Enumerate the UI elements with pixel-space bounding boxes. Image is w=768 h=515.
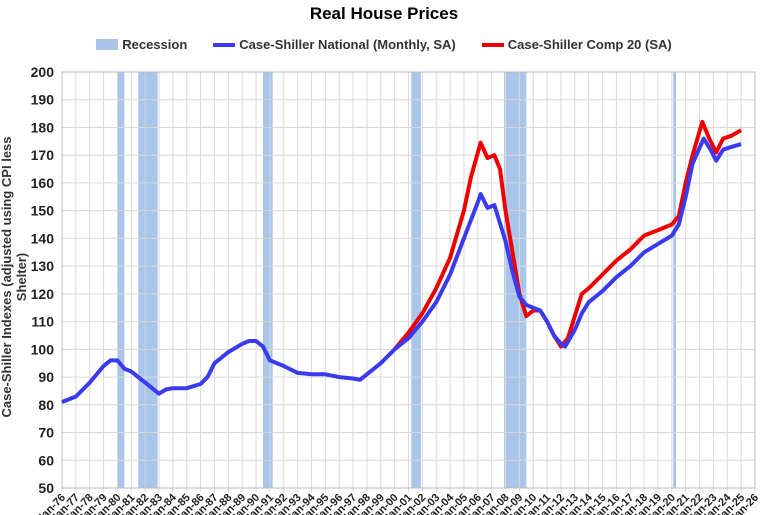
y-tick-label: 90 [38,369,54,385]
y-tick-label: 140 [31,230,55,246]
y-tick-label: 100 [31,341,55,357]
legend-label: Case-Shiller Comp 20 (SA) [507,37,672,52]
recession-band [673,72,676,488]
series-line-national [61,136,742,404]
recession-band [117,72,125,488]
legend: Recession Case-Shiller National (Monthly… [0,37,768,52]
legend-item-comp20: Case-Shiller Comp 20 (SA) [481,37,672,52]
legend-label: Case-Shiller National (Monthly, SA) [239,37,456,52]
y-tick-label: 80 [38,397,54,413]
legend-item-recession: Recession [96,37,187,52]
legend-swatch-recession [96,39,119,50]
y-tick-label: 50 [38,480,54,496]
y-tick-label: 160 [31,175,55,191]
y-tick-label: 170 [31,147,55,163]
y-tick-label: 200 [31,64,55,80]
y-tick-label: 60 [38,452,54,468]
legend-item-national: Case-Shiller National (Monthly, SA) [213,37,456,52]
y-tick-label: 110 [31,314,54,330]
recession-band [262,72,273,488]
series-line-comp20 [393,119,743,351]
y-tick-label: 70 [38,425,54,441]
plot-border [61,71,756,489]
legend-label: Recession [122,37,188,52]
y-tick-label: 120 [31,286,55,302]
y-tick-label: 180 [31,119,55,135]
legend-swatch-national [213,42,236,47]
recession-band [138,72,158,488]
y-tick-label: 150 [31,203,55,219]
recession-band [411,72,421,488]
chart-title: Real House Prices [309,4,459,23]
legend-swatch-comp20 [481,42,504,47]
y-tick-label: 190 [31,92,55,108]
y-tick-label: 130 [31,258,55,274]
